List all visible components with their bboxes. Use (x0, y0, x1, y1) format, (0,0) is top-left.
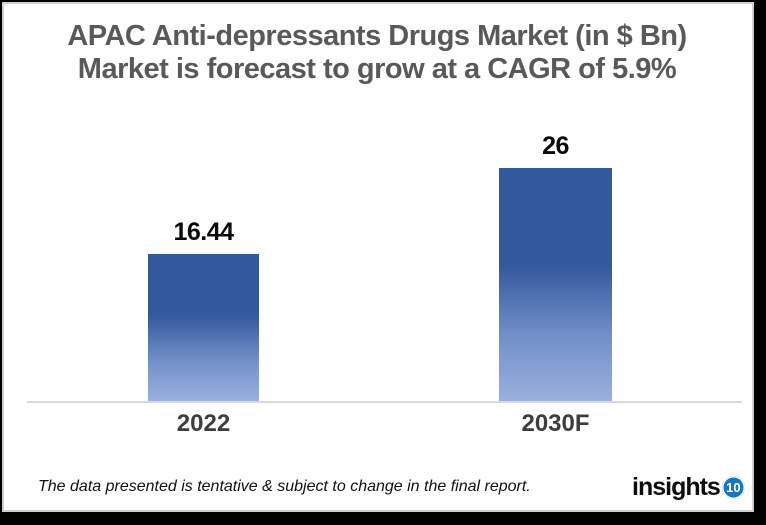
insights10-logo-badge: 10 (721, 476, 745, 499)
bar-2022 (148, 254, 259, 402)
bar-2030f (499, 168, 612, 402)
bar-value-label-2030f: 26 (542, 132, 569, 160)
x-axis-line (27, 401, 742, 403)
insights10-logo: insights 10 (632, 473, 745, 502)
x-axis-label-2022: 2022 (176, 410, 231, 437)
bar-value-label-2022: 16.44 (173, 218, 234, 246)
disclaimer-text: The data presented is tentative & subjec… (38, 478, 531, 495)
x-axis-label-2030f: 2030F (521, 410, 590, 437)
chart-title-line1: APAC Anti-depressants Drugs Market (in $… (67, 20, 687, 52)
chart-title-line2: Market is forecast to grow at a CAGR of … (77, 53, 677, 85)
chart-card-background (2, 2, 754, 512)
bar-group-2022: 16.44 (148, 218, 259, 402)
insights10-logo-text: insights (632, 473, 721, 501)
bar-group-2030f: 26 (499, 132, 612, 402)
chart-title: APAC Anti-depressants Drugs Market (in $… (0, 20, 754, 86)
